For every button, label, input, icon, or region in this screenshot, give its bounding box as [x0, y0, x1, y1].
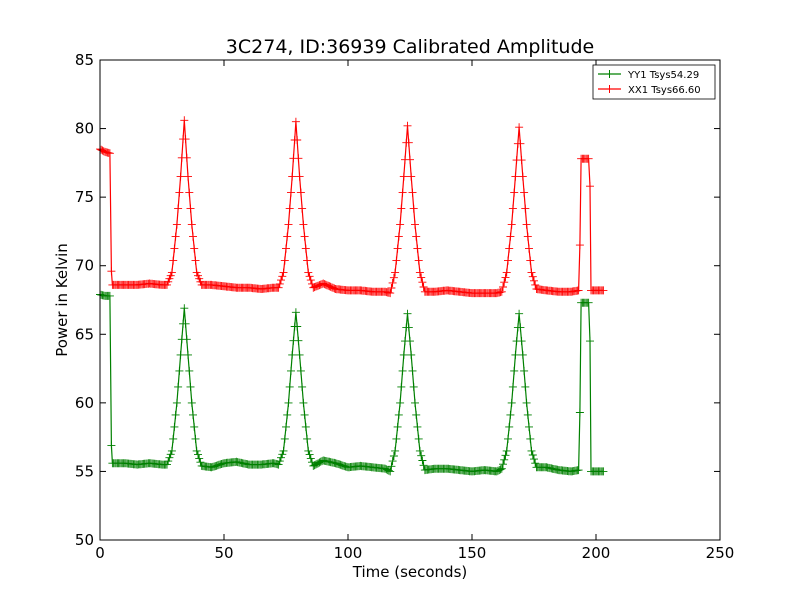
- y-tick-label: 80: [75, 120, 94, 138]
- y-axis-label: Power in Kelvin: [53, 243, 71, 357]
- series-layer: [96, 116, 608, 476]
- legend-box: [592, 64, 716, 100]
- x-axis-label: Time (seconds): [352, 563, 468, 581]
- chart-title: 3C274, ID:36939 Calibrated Amplitude: [226, 36, 594, 58]
- x-tick-label: 150: [458, 544, 487, 562]
- y-tick-label: 65: [75, 325, 94, 343]
- y-tick-label: 85: [75, 51, 94, 69]
- y-tick-label: 70: [75, 257, 94, 275]
- y-tick-label: 75: [75, 188, 94, 206]
- y-tick-label: 55: [75, 462, 94, 480]
- x-tick-label: 200: [582, 544, 611, 562]
- legend-swatch-marker: [605, 70, 614, 78]
- legend-swatch-marker: [605, 85, 614, 93]
- x-tick-label: 250: [706, 544, 735, 562]
- legend-entry-label: YY1 Tsys54.29: [627, 70, 699, 81]
- x-tick-label: 0: [95, 544, 105, 562]
- y-tick-label: 50: [75, 531, 94, 549]
- y-tick-label: 60: [75, 394, 94, 412]
- legend-entry-label: XX1 Tsys66.60: [628, 85, 701, 96]
- plot-area-frame: [99, 59, 721, 541]
- x-tick-label: 50: [214, 544, 233, 562]
- series-2: [96, 116, 608, 298]
- legend: YY1 Tsys54.29 XX1 Tsys66.60: [592, 64, 716, 100]
- x-tick-label: 100: [334, 544, 363, 562]
